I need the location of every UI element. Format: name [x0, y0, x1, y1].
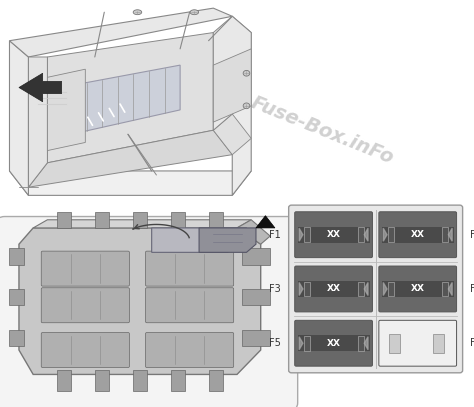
Bar — [304, 228, 310, 242]
FancyBboxPatch shape — [146, 333, 234, 368]
Polygon shape — [57, 370, 71, 391]
Polygon shape — [133, 370, 147, 391]
Bar — [357, 228, 365, 242]
Text: F5: F5 — [269, 338, 281, 348]
Bar — [388, 282, 394, 296]
Polygon shape — [28, 57, 47, 187]
Text: XX: XX — [410, 284, 425, 293]
Polygon shape — [95, 212, 109, 228]
Polygon shape — [9, 8, 232, 57]
Polygon shape — [242, 330, 270, 346]
Bar — [298, 227, 370, 243]
Bar — [304, 336, 310, 350]
FancyBboxPatch shape — [146, 288, 234, 323]
FancyBboxPatch shape — [289, 205, 463, 373]
Polygon shape — [242, 248, 270, 265]
Polygon shape — [9, 41, 28, 195]
Polygon shape — [213, 49, 251, 122]
Bar — [382, 281, 454, 297]
Polygon shape — [256, 216, 275, 228]
Polygon shape — [237, 220, 270, 244]
Polygon shape — [299, 228, 303, 241]
Polygon shape — [47, 69, 85, 151]
Text: F4: F4 — [470, 284, 474, 294]
FancyBboxPatch shape — [41, 288, 129, 323]
FancyBboxPatch shape — [379, 320, 456, 366]
Bar — [442, 282, 448, 296]
FancyBboxPatch shape — [41, 333, 129, 368]
Text: XX: XX — [327, 339, 341, 348]
Text: F1: F1 — [269, 230, 281, 240]
Polygon shape — [171, 370, 185, 391]
Polygon shape — [232, 16, 251, 195]
Polygon shape — [299, 282, 303, 295]
Bar — [388, 228, 394, 242]
Polygon shape — [71, 65, 180, 134]
Ellipse shape — [133, 10, 142, 15]
Bar — [433, 334, 444, 353]
FancyBboxPatch shape — [295, 212, 373, 258]
Polygon shape — [133, 212, 147, 228]
Polygon shape — [19, 228, 261, 374]
Polygon shape — [209, 370, 223, 391]
Polygon shape — [171, 212, 185, 228]
Text: XX: XX — [327, 284, 341, 293]
Polygon shape — [209, 212, 223, 228]
Polygon shape — [448, 282, 452, 295]
Text: Fuse-Box.inFo: Fuse-Box.inFo — [248, 93, 397, 168]
FancyBboxPatch shape — [295, 320, 373, 366]
Bar — [298, 281, 370, 297]
FancyBboxPatch shape — [41, 251, 129, 286]
Polygon shape — [19, 73, 62, 102]
Polygon shape — [299, 337, 303, 350]
Polygon shape — [57, 212, 71, 228]
Polygon shape — [199, 228, 256, 252]
FancyBboxPatch shape — [0, 217, 298, 407]
Text: F6: F6 — [470, 338, 474, 348]
Polygon shape — [242, 289, 270, 305]
Polygon shape — [9, 289, 24, 305]
Bar — [298, 335, 370, 351]
FancyBboxPatch shape — [379, 212, 456, 258]
Polygon shape — [383, 228, 387, 241]
FancyBboxPatch shape — [146, 251, 234, 286]
Bar — [304, 282, 310, 296]
Polygon shape — [448, 228, 452, 241]
Polygon shape — [33, 220, 251, 228]
Polygon shape — [365, 282, 368, 295]
Polygon shape — [9, 171, 251, 195]
Bar — [357, 336, 365, 350]
Ellipse shape — [243, 70, 250, 76]
Text: XX: XX — [410, 230, 425, 239]
Ellipse shape — [190, 10, 199, 15]
Bar — [442, 228, 448, 242]
Ellipse shape — [243, 103, 250, 109]
Polygon shape — [95, 370, 109, 391]
Text: F3: F3 — [269, 284, 281, 294]
Bar — [357, 282, 365, 296]
FancyBboxPatch shape — [295, 266, 373, 312]
Polygon shape — [152, 228, 246, 252]
Polygon shape — [213, 114, 251, 155]
Polygon shape — [9, 248, 24, 265]
Text: XX: XX — [327, 230, 341, 239]
Polygon shape — [47, 33, 213, 163]
Polygon shape — [383, 282, 387, 295]
Polygon shape — [28, 130, 232, 187]
Polygon shape — [9, 330, 24, 346]
Polygon shape — [365, 228, 368, 241]
Bar — [389, 334, 401, 353]
FancyBboxPatch shape — [379, 266, 456, 312]
Bar — [382, 227, 454, 243]
Polygon shape — [365, 337, 368, 350]
Polygon shape — [213, 16, 251, 130]
Text: F2: F2 — [470, 230, 474, 240]
